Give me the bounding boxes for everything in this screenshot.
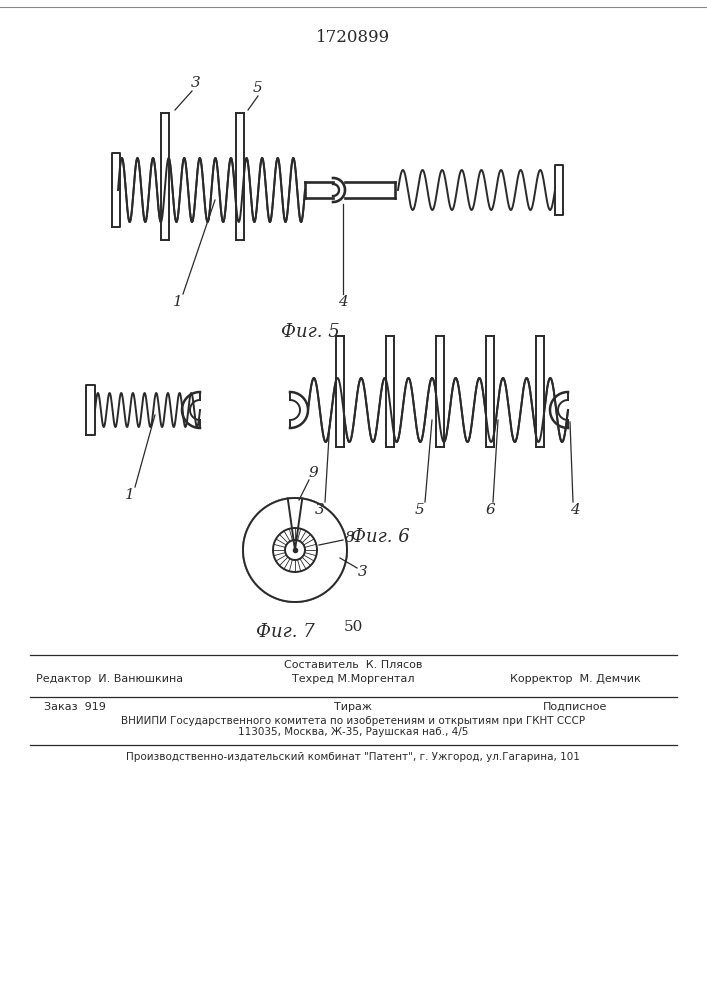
Text: Производственно-издательский комбинат "Патент", г. Ужгород, ул.Гагарина, 101: Производственно-издательский комбинат "П… [126, 752, 580, 762]
Text: 113035, Москва, Ж-35, Раушская наб., 4/5: 113035, Москва, Ж-35, Раушская наб., 4/5 [238, 727, 468, 737]
Text: 8: 8 [345, 531, 355, 545]
Text: Фиг. 5: Фиг. 5 [281, 323, 339, 341]
Text: Подписное: Подписное [543, 702, 607, 712]
Text: 4: 4 [338, 295, 348, 309]
Text: 3: 3 [191, 76, 201, 90]
Text: 3: 3 [358, 565, 368, 579]
Text: 4: 4 [570, 503, 580, 517]
Text: 9: 9 [308, 466, 318, 480]
Text: 50: 50 [344, 620, 363, 634]
Text: Техред М.Моргентал: Техред М.Моргентал [292, 674, 414, 684]
Text: Фиг. 6: Фиг. 6 [351, 528, 409, 546]
Text: Корректор  М. Демчик: Корректор М. Демчик [510, 674, 641, 684]
Text: Редактор  И. Ванюшкина: Редактор И. Ванюшкина [37, 674, 184, 684]
Text: 5: 5 [415, 503, 425, 517]
Text: 5: 5 [253, 81, 263, 95]
Text: Тираж: Тираж [334, 702, 372, 712]
Text: 1: 1 [125, 488, 135, 502]
Text: 1: 1 [173, 295, 183, 309]
Text: Заказ  919: Заказ 919 [44, 702, 106, 712]
Text: ВНИИПИ Государственного комитета по изобретениям и открытиям при ГКНТ СССР: ВНИИПИ Государственного комитета по изоб… [121, 716, 585, 726]
Circle shape [243, 498, 347, 602]
Text: 1720899: 1720899 [316, 29, 390, 46]
Text: Составитель  К. Плясов: Составитель К. Плясов [284, 660, 422, 670]
Text: 6: 6 [485, 503, 495, 517]
Text: Фиг. 7: Фиг. 7 [256, 623, 315, 641]
Text: 3: 3 [315, 503, 325, 517]
